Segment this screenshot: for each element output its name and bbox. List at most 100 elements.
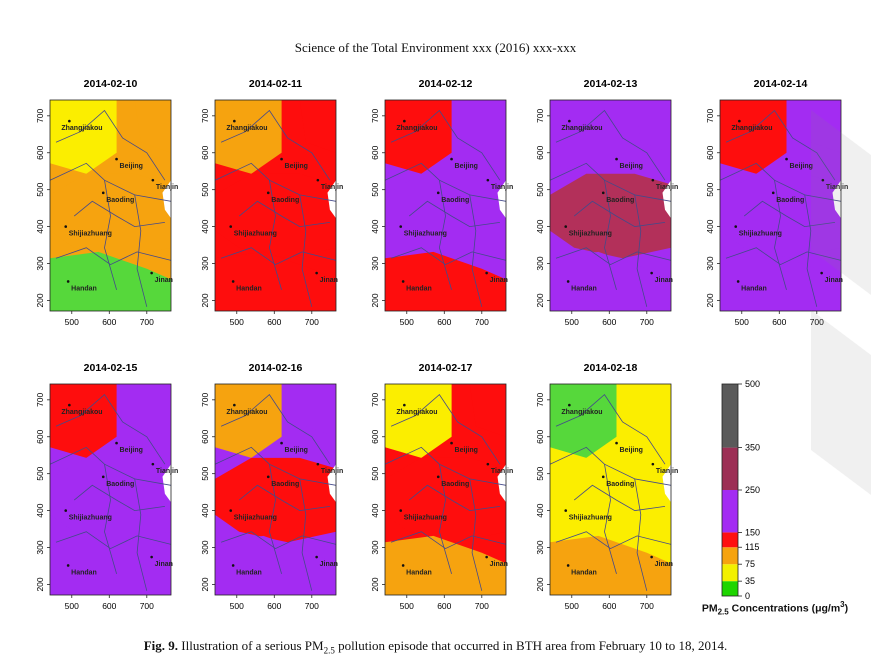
city-dot: [564, 225, 568, 228]
y-tick-label: 700: [35, 108, 45, 122]
pollution-region: [720, 100, 787, 174]
city-dot: [151, 178, 155, 182]
city-label: Beijing: [790, 163, 813, 170]
pollution-region: [215, 251, 336, 311]
y-tick-label: 300: [35, 256, 45, 270]
map-panel: 2014-02-17 Zhangjiakou Beijing Tianjin Baodi…: [370, 362, 513, 611]
sea-area: [662, 464, 671, 503]
province-boundary: [604, 464, 617, 575]
sea-area: [162, 180, 171, 219]
city-dot: [601, 191, 605, 195]
province-boundary: [408, 484, 500, 512]
city-label: Beijing: [455, 163, 478, 170]
pollution-region: [134, 384, 171, 437]
colorbar-tick-label: 350: [745, 443, 760, 453]
city-label: Jinan: [655, 561, 673, 568]
panel-frame: [384, 99, 507, 312]
colorbar-band: [722, 581, 738, 596]
city-label: Shijiazhuang: [234, 231, 277, 238]
city-dot: [315, 271, 318, 275]
city-label: Zhangjiakou: [561, 125, 602, 132]
pollution-region: [385, 384, 452, 458]
province-boundary: [268, 180, 282, 291]
city-dot: [436, 475, 440, 479]
x-tick-label: 600: [437, 317, 451, 327]
sea-area: [662, 180, 671, 219]
city-dot: [233, 403, 236, 407]
x-tick-label: 600: [102, 317, 116, 327]
pollution-region: [550, 251, 671, 311]
y-tick-label: 600: [35, 145, 45, 159]
colorbar-tick-label: 0: [745, 591, 750, 601]
province-boundary: [469, 194, 483, 307]
y-tick-label: 700: [370, 108, 380, 122]
province-boundary: [238, 484, 330, 512]
colorbar-tick-label: 75: [745, 559, 755, 569]
x-tick-label: 500: [230, 601, 244, 611]
city-label: Shijiazhuang: [739, 231, 782, 238]
panel-date-label: 2014-02-13: [584, 78, 638, 90]
city-dot: [150, 271, 153, 275]
x-tick-label: 700: [475, 601, 489, 611]
panel-date-label: 2014-02-14: [754, 78, 808, 90]
map-panel: 2014-02-14 Zhangjiakou Beijing Tianjin Baodi…: [705, 78, 848, 327]
y-tick-label: 200: [535, 293, 545, 307]
city-label: Handan: [741, 285, 767, 292]
province-boundary: [55, 531, 172, 550]
x-tick-label: 700: [305, 317, 319, 327]
sea-area: [327, 464, 336, 503]
city-label: Zhangjiakou: [731, 125, 772, 132]
y-tick-label: 600: [200, 429, 210, 443]
city-label: Tianjin: [656, 468, 678, 475]
pollution-region: [804, 100, 841, 153]
y-tick-label: 500: [535, 466, 545, 480]
city-dot: [821, 178, 825, 182]
city-dot: [101, 191, 105, 195]
y-tick-label: 400: [35, 219, 45, 233]
y-tick-label: 300: [200, 256, 210, 270]
city-dot: [280, 157, 283, 161]
city-dot: [68, 119, 71, 123]
y-tick-label: 200: [200, 577, 210, 591]
panel-date-label: 2014-02-17: [419, 362, 473, 374]
panel-frame: [549, 383, 672, 596]
city-dot: [66, 280, 70, 283]
y-tick-label: 600: [370, 429, 380, 443]
map-panel: 2014-02-13 Zhangjiakou Beijing Tianjin Baodi…: [535, 78, 678, 327]
province-boundary: [634, 194, 648, 307]
city-dot: [485, 555, 488, 559]
x-tick-label: 500: [735, 317, 749, 327]
map-panel: 2014-02-10 Zhangjiakou Beijing Tianjin Baodi…: [35, 78, 178, 327]
city-label: Handan: [236, 285, 262, 292]
city-dot: [615, 441, 618, 445]
city-dot: [450, 157, 453, 161]
x-tick-label: 500: [565, 601, 579, 611]
province-boundary: [555, 109, 666, 181]
city-label: Shijiazhuang: [69, 231, 112, 238]
x-tick-label: 700: [475, 317, 489, 327]
y-tick-label: 200: [35, 577, 45, 591]
y-tick-label: 600: [200, 145, 210, 159]
province-boundary: [469, 478, 483, 591]
city-label: Jinan: [320, 277, 338, 284]
y-tick-label: 500: [200, 182, 210, 196]
city-dot: [316, 178, 320, 182]
province-boundary: [299, 194, 313, 307]
city-label: Jinan: [825, 277, 843, 284]
pollution-region: [299, 384, 336, 437]
province-boundary: [220, 393, 331, 465]
province-boundary: [604, 180, 617, 291]
sea-area: [327, 180, 336, 219]
y-tick-label: 300: [535, 540, 545, 554]
pollution-region: [50, 384, 117, 458]
province-boundary: [299, 478, 313, 591]
city-dot: [266, 191, 270, 195]
x-tick-label: 500: [565, 317, 579, 327]
city-label: Handan: [571, 569, 597, 576]
panel-date-label: 2014-02-15: [84, 362, 138, 374]
city-dot: [568, 119, 571, 123]
city-dot: [399, 225, 403, 228]
panel-date-label: 2014-02-16: [249, 362, 303, 374]
